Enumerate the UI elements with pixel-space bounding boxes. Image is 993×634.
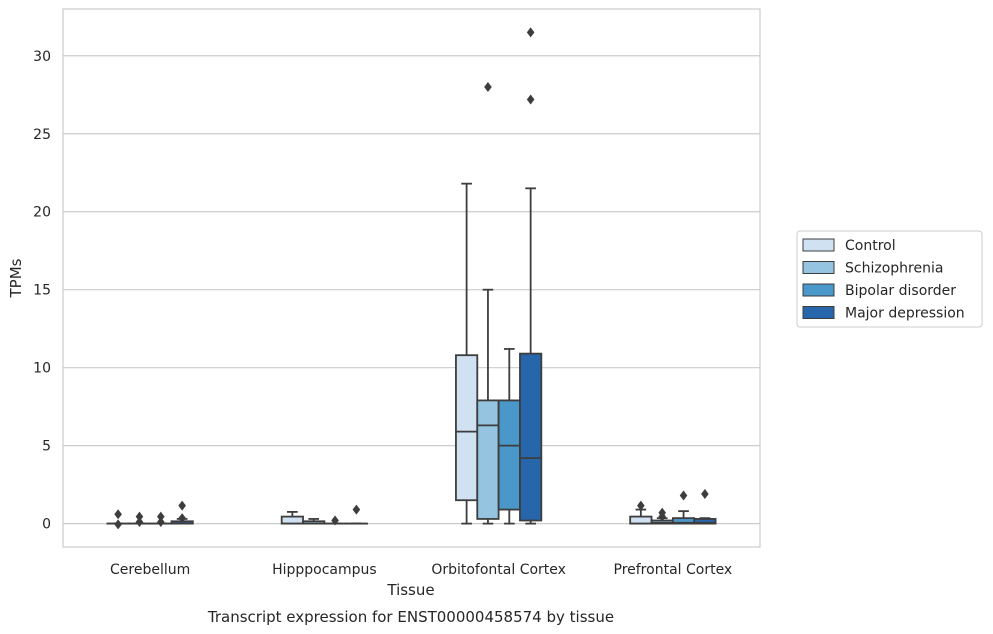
box-schizophrenia: [302, 518, 326, 525]
box-schizophrenia: [476, 81, 500, 525]
outlier-point: [178, 513, 186, 524]
box-body: [476, 399, 500, 520]
legend-swatch: [802, 306, 835, 319]
box-body: [629, 515, 653, 525]
box-bipolar-disorder: [671, 490, 696, 525]
outlier-point: [331, 515, 339, 526]
box-body: [519, 352, 543, 522]
legend-entry: Schizophrenia: [845, 261, 943, 277]
boxes: [106, 27, 717, 530]
box-body: [455, 354, 479, 502]
outlier-point: [135, 517, 144, 528]
outlier-point: [526, 27, 535, 38]
box-body: [280, 515, 304, 525]
box-control: [455, 182, 479, 525]
legend-entry: Major depression: [845, 306, 965, 322]
outlier-point: [178, 500, 186, 511]
x-tick-label: Prefrontal Cortex: [614, 562, 733, 578]
outlier-point: [484, 81, 492, 92]
x-axis-ticks: Cerebellum Hipppocampus Orbitofontal Corte…: [110, 562, 732, 578]
outlier-point: [156, 511, 165, 522]
y-tick-label: 15: [33, 283, 51, 299]
outlier-point: [135, 511, 144, 522]
y-axis-ticks: 0 5 10 15 20 25 30: [33, 49, 51, 533]
outlier-point: [156, 517, 165, 528]
y-tick-label: 30: [33, 49, 51, 65]
y-tick-label: 25: [33, 127, 51, 143]
grid-lines: [63, 55, 760, 525]
outlier-point: [352, 504, 361, 515]
x-tick-label: Cerebellum: [110, 562, 190, 578]
box-major-depression: [693, 488, 717, 525]
legend-swatch: [802, 238, 835, 252]
plot-area-frame: [62, 8, 761, 548]
y-tick-label: 0: [42, 517, 51, 533]
x-tick-label: Hipppocampus: [272, 562, 377, 578]
y-tick-label: 5: [42, 439, 51, 455]
outlier-point: [114, 509, 122, 520]
chart-caption: Transcript expression for ENST0000045857…: [207, 608, 614, 626]
box-body: [497, 399, 521, 511]
outlier-point: [526, 94, 535, 105]
y-tick-label: 10: [33, 361, 51, 377]
legend-frame: [796, 230, 983, 328]
legend-entry: Bipolar disorder: [845, 283, 956, 299]
legend-swatch: [802, 261, 835, 274]
outlier-point: [701, 488, 709, 499]
box-bipolar-disorder: [323, 515, 347, 526]
legend-entry: Control: [845, 238, 896, 254]
box-control: [280, 511, 304, 525]
legend-swatch: [802, 283, 835, 297]
x-axis-label: Tissue: [386, 581, 434, 599]
box-schizophrenia: [127, 511, 152, 528]
box-bipolar-disorder: [149, 511, 173, 528]
y-tick-label: 20: [33, 205, 51, 221]
outlier-point: [114, 519, 122, 530]
y-axis-label: TPMs: [7, 258, 25, 298]
box-control: [106, 509, 130, 530]
box-major-depression: [519, 27, 543, 525]
legend: Control Schizophrenia Bipolar disorder Majo…: [796, 230, 983, 328]
x-tick-label: Orbitofontal Cortex: [431, 562, 566, 578]
box-bipolar-disorder: [497, 348, 521, 525]
box-schizophrenia: [650, 507, 674, 525]
box-major-depression: [344, 504, 368, 525]
box-control: [629, 500, 653, 525]
outlier-point: [658, 511, 667, 522]
box-major-depression: [170, 500, 194, 525]
outlier-point: [679, 490, 688, 501]
outlier-point: [637, 500, 645, 511]
